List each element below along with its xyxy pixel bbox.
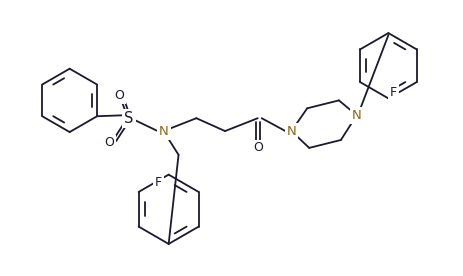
Text: N: N — [287, 124, 296, 137]
Text: O: O — [114, 89, 124, 102]
Text: O: O — [253, 141, 263, 154]
Text: F: F — [390, 86, 397, 99]
Text: N: N — [352, 109, 362, 122]
Text: N: N — [159, 124, 169, 137]
Text: O: O — [104, 136, 114, 149]
Text: F: F — [155, 176, 163, 189]
Text: S: S — [125, 111, 134, 126]
